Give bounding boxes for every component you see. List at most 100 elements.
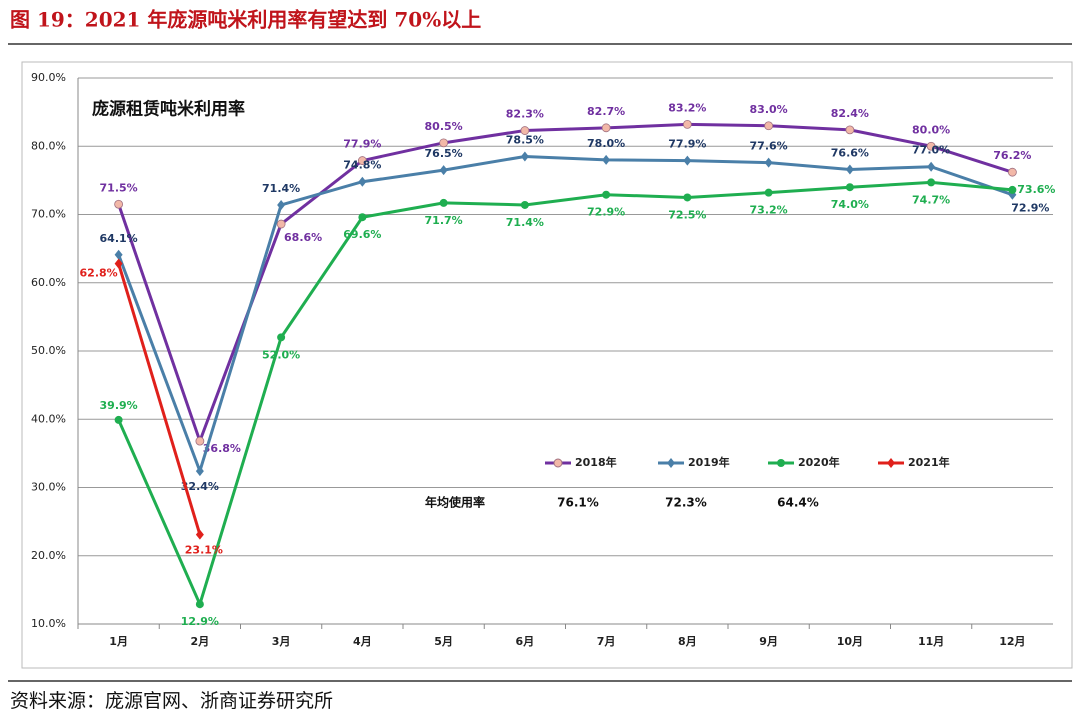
data-label: 71.4%: [506, 216, 544, 229]
legend-label: 2018年: [575, 455, 617, 469]
point: [682, 120, 692, 129]
y-tick-label: 70.0%: [31, 208, 66, 221]
data-label: 52.0%: [262, 348, 300, 361]
legend-label: 2020年: [798, 455, 840, 469]
data-label: 82.3%: [506, 108, 544, 121]
annotation-value: 76.1%: [557, 496, 599, 510]
data-label: 82.7%: [587, 105, 625, 118]
x-tick-label: 4月: [353, 635, 372, 648]
x-tick-label: 10月: [837, 635, 863, 648]
y-tick-label: 20.0%: [31, 549, 66, 562]
point: [439, 198, 448, 207]
point: [357, 156, 367, 165]
x-tick-label: 7月: [597, 635, 616, 648]
legend-label: 2021年: [908, 455, 950, 469]
x-tick-label: 1月: [109, 635, 128, 648]
point: [520, 151, 529, 162]
chart-title: 庞源租赁吨米利用率: [92, 99, 245, 120]
point: [358, 176, 367, 187]
data-label: 74.8%: [343, 159, 381, 172]
data-label: 39.9%: [100, 399, 138, 412]
point: [602, 154, 611, 165]
point: [845, 125, 855, 135]
data-label: 74.7%: [912, 193, 950, 206]
data-label: 72.9%: [1011, 202, 1049, 215]
annotation-value: 72.3%: [665, 496, 707, 510]
point: [927, 161, 936, 172]
series-line: [117, 180, 1013, 609]
x-tick-label: 3月: [272, 635, 291, 648]
point: [195, 529, 204, 540]
data-label: 77.9%: [668, 138, 706, 151]
point: [602, 190, 611, 199]
point: [439, 138, 449, 148]
point: [764, 188, 773, 197]
data-label: 64.1%: [100, 232, 138, 245]
data-label: 71.7%: [425, 214, 463, 227]
series-line: [117, 263, 202, 536]
data-label: 23.1%: [185, 544, 223, 557]
x-tick-label: 12月: [999, 635, 1025, 648]
data-label: 78.0%: [587, 137, 625, 150]
data-label: 36.8%: [203, 442, 241, 455]
data-label: 77.9%: [343, 138, 381, 151]
series-line: [117, 122, 1013, 446]
data-label: 71.4%: [262, 182, 300, 195]
point: [683, 155, 692, 166]
point: [358, 213, 367, 222]
point: [926, 141, 936, 151]
data-label: 82.4%: [831, 107, 869, 120]
data-label: 12.9%: [181, 615, 219, 628]
y-tick-label: 40.0%: [31, 412, 66, 425]
data-label: 83.2%: [668, 101, 706, 114]
data-label: 76.6%: [831, 146, 869, 159]
point: [195, 466, 204, 477]
point: [114, 258, 123, 269]
point: [277, 199, 286, 210]
point: [845, 183, 854, 192]
y-tick-label: 10.0%: [31, 617, 66, 630]
legend-label: 2019年: [688, 455, 730, 469]
point: [683, 193, 692, 202]
point: [764, 121, 774, 131]
x-tick-label: 11月: [918, 635, 944, 648]
point: [277, 333, 286, 342]
x-tick-label: 9月: [759, 635, 778, 648]
annotation-value: 64.4%: [777, 496, 819, 510]
data-label: 80.0%: [912, 123, 950, 136]
series-line: [117, 154, 1013, 476]
point: [927, 178, 936, 187]
point: [1007, 167, 1017, 177]
data-label: 77.6%: [750, 140, 788, 153]
chart-frame: [21, 61, 1073, 669]
data-label: 72.9%: [587, 206, 625, 219]
y-tick-label: 50.0%: [31, 344, 66, 357]
data-label: 73.6%: [1017, 183, 1055, 196]
source: 资料来源：庞源官网、浙商证券研究所: [10, 690, 333, 712]
y-tick-label: 30.0%: [31, 481, 66, 494]
legend-marker: [667, 458, 675, 468]
x-tick-label: 5月: [434, 635, 453, 648]
point: [114, 249, 123, 260]
point: [195, 436, 205, 446]
data-label: 69.6%: [343, 228, 381, 241]
point: [520, 126, 530, 135]
data-label: 76.5%: [425, 147, 463, 160]
data-label: 62.8%: [80, 267, 118, 280]
page-title: 图 19：2021 年庞源吨米利用率有望达到 70%以上: [10, 8, 481, 32]
point: [195, 600, 204, 609]
point: [764, 157, 773, 168]
legend-marker: [553, 458, 563, 468]
y-tick-label: 90.0%: [31, 71, 66, 84]
y-tick-label: 60.0%: [31, 276, 66, 289]
data-label: 71.5%: [100, 181, 138, 194]
data-label: 78.5%: [506, 133, 544, 146]
point: [1008, 185, 1017, 194]
legend-marker: [777, 459, 785, 467]
x-tick-label: 6月: [516, 635, 535, 648]
data-label: 83.0%: [750, 103, 788, 116]
point: [845, 164, 854, 175]
x-tick-label: 2月: [191, 635, 210, 648]
